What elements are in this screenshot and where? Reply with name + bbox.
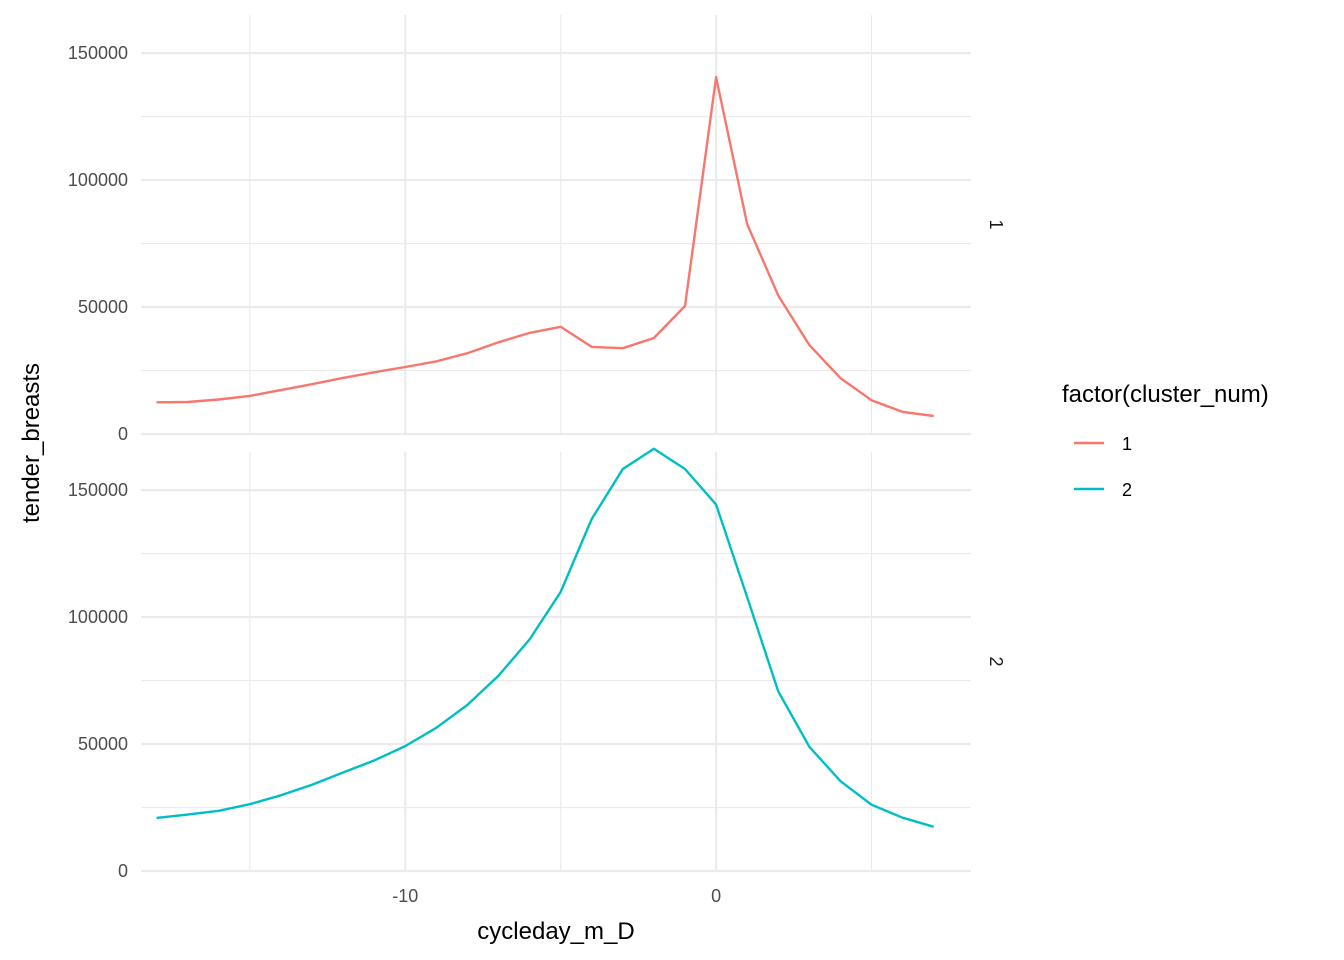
x-axis-ticks: -10 0 <box>392 886 721 906</box>
y-tick-label: 100000 <box>68 607 128 627</box>
facet-strip-label: 2 <box>986 656 1006 666</box>
legend-label: 1 <box>1122 434 1132 454</box>
x-tick-label: -10 <box>392 886 418 906</box>
y-tick-label: 50000 <box>78 297 128 317</box>
y-tick-label: 0 <box>118 424 128 444</box>
legend-title: factor(cluster_num) <box>1062 381 1269 408</box>
y-axis-title: tender_breasts <box>18 363 45 523</box>
facet-panels: 0 50000 100000 150000 1 0 50000 100000 150000 2 -1… <box>68 15 1006 906</box>
y-tick-label: 150000 <box>68 43 128 63</box>
y-tick-label: 100000 <box>68 170 128 190</box>
facet-strip-label: 1 <box>986 219 1006 229</box>
x-axis-title: cycleday_m_D <box>477 918 634 945</box>
series-line-1 <box>156 75 934 418</box>
facet-panel-1: 0 50000 100000 150000 1 <box>68 15 1006 444</box>
legend-label: 2 <box>1122 480 1132 500</box>
gridlines <box>141 452 971 873</box>
y-tick-label: 150000 <box>68 480 128 500</box>
facet-panel-2: 0 50000 100000 150000 2 <box>68 447 1006 881</box>
series-line-2 <box>156 447 935 828</box>
legend: factor(cluster_num) 12 <box>1062 381 1269 500</box>
x-tick-label: 0 <box>711 886 721 906</box>
gridlines <box>141 15 971 436</box>
y-tick-label: 0 <box>118 861 128 881</box>
legend-items: 12 <box>1074 434 1132 500</box>
y-tick-label: 50000 <box>78 734 128 754</box>
